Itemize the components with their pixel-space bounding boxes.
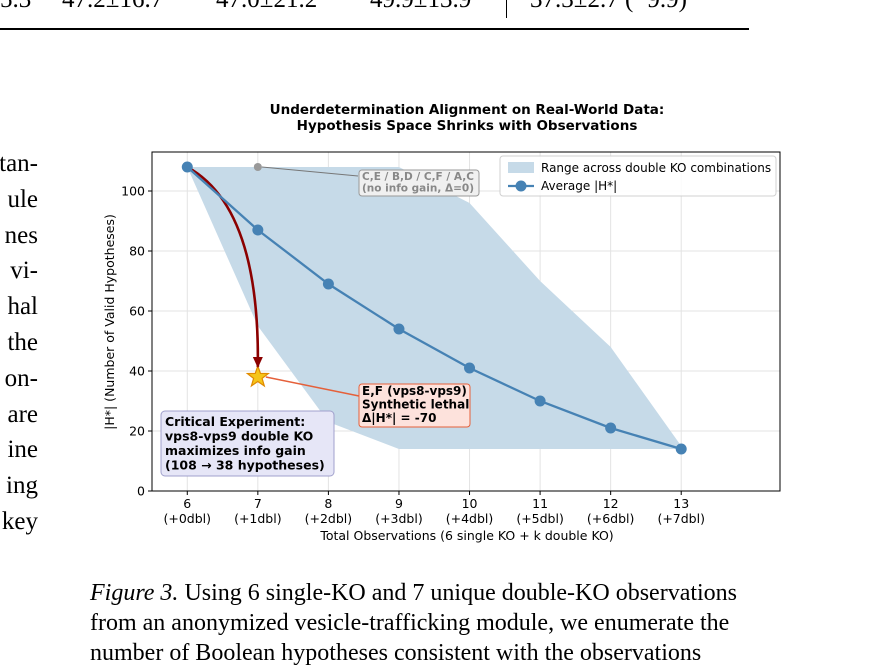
text-fragment: ine (7, 436, 38, 464)
table-divider (506, 0, 508, 18)
x-tick-label: 13 (673, 496, 689, 511)
data-point (534, 395, 546, 407)
no-gain-label-box (358, 169, 480, 197)
text-fragment: are (7, 400, 38, 428)
series-line (186, 166, 682, 451)
annotation-line: vps8-vps9 double KO (165, 429, 313, 444)
x-tick-label: 10 (462, 496, 478, 511)
lethal-pointer (265, 376, 360, 397)
y-tick-label: 20 (129, 424, 145, 439)
x-tick-sublabel: (+3dbl) (375, 511, 423, 526)
y-tick-label: 60 (129, 304, 145, 319)
text-fragment: the (7, 329, 38, 356)
x-tick-label: 6 (183, 496, 191, 511)
lethal-label: Synthetic lethal (362, 398, 469, 412)
x-tick-label: 9 (395, 496, 403, 511)
x-tick-label: 8 (324, 496, 332, 511)
legend-box (499, 155, 777, 197)
x-axis-ticks: 6(+0dbl) 7(+1dbl) 8(+2dbl) 9(+3dbl) 10(+4dbl… (164, 491, 705, 526)
legend-swatch-band (508, 162, 534, 173)
legend-label: Range across double KO combinations (541, 161, 771, 175)
y-tick-label: 80 (129, 244, 145, 259)
annotation-line: (108 → 38 hypotheses) (165, 458, 325, 473)
series-average (181, 161, 687, 455)
table-bottom-rule (0, 28, 749, 30)
data-point (393, 323, 405, 335)
data-point (464, 362, 476, 374)
data-point (181, 161, 193, 173)
x-tick-sublabel: (+2dbl) (305, 511, 353, 526)
legend-label: Average |H*| (541, 179, 617, 193)
table-cell: 49.9±13.9 (370, 0, 471, 14)
critical-experiment-annotation: Critical Experiment:vps8-vps9 double KOm… (160, 410, 335, 477)
y-axis-label: |H*| (Number of Valid Hypotheses) (102, 214, 117, 430)
x-tick-label: 12 (603, 496, 619, 511)
no-gain-pointer (261, 166, 359, 177)
star-marker (245, 364, 270, 388)
y-tick-label: 100 (121, 184, 145, 199)
legend-swatch-marker (515, 180, 527, 192)
y-tick-label: 0 (137, 484, 145, 499)
data-point (252, 224, 264, 236)
text-fragment: key (1, 508, 38, 535)
lethal-label-box (358, 383, 471, 428)
chart-title: Underdetermination Alignment on Real-Wor… (270, 102, 665, 118)
figure-caption: Figure 3. Using 6 single-KO and 7 unique… (90, 578, 790, 668)
lethal-label: Δ|H*| = -70 (362, 411, 436, 425)
x-tick-label: 11 (532, 496, 548, 511)
text-fragment: ing (6, 472, 38, 500)
annotation-line: maximizes info gain (165, 443, 306, 458)
arrow-head (252, 357, 263, 368)
data-point (605, 422, 617, 434)
text-fragment: vi- (10, 257, 38, 285)
caption-line: from an anonymized vesicle-trafficking m… (90, 610, 730, 636)
x-tick-sublabel: (+5dbl) (516, 511, 564, 526)
y-tick-label: 40 (129, 364, 145, 379)
x-tick-sublabel: (+0dbl) (164, 511, 212, 526)
text-fragment: on- (4, 364, 38, 392)
table-cell: 5.3 (0, 0, 31, 14)
table-cell: 47.0±21.2 (216, 0, 317, 14)
highlight-points: C,E / B,D / C,F / A,C(no info gain, Δ=0)… (245, 163, 480, 428)
lethal-label: E,F (vps8-vps9) (362, 384, 467, 398)
no-gain-label: (no info gain, Δ=0) (362, 183, 474, 195)
table-cell: 47.2±16.7 (62, 0, 163, 14)
x-tick-sublabel: (+6dbl) (587, 511, 635, 526)
text-fragment: tan- (0, 150, 38, 177)
no-gain-point (253, 163, 262, 171)
chart: Underdetermination Alignment on Real-Wor… (102, 102, 781, 543)
x-tick-sublabel: (+4dbl) (446, 511, 494, 526)
range-band (187, 167, 682, 449)
caption-line: number of Boolean hypotheses consistent … (90, 640, 702, 666)
table-cell: 37.3±2.7 (−9.9) (530, 0, 687, 14)
text-fragment: ule (7, 185, 38, 213)
legend: Range across double KO combinations Avera… (499, 155, 777, 197)
critical-arrow (186, 165, 260, 368)
no-gain-label: C,E / B,D / C,F / A,C (362, 171, 474, 183)
chart-subtitle: Hypothesis Space Shrinks with Observatio… (297, 118, 638, 134)
text-fragment: hal (7, 293, 38, 321)
text-fragment: nes (4, 221, 38, 249)
data-point (322, 278, 334, 290)
caption-text: Using 6 single-KO and 7 unique double-KO… (184, 580, 738, 606)
caption-label: Figure 3. (90, 580, 179, 606)
x-tick-label: 7 (254, 496, 262, 511)
x-tick-sublabel: (+1dbl) (234, 511, 282, 526)
x-axis-label: Total Observations (6 single KO + k doub… (319, 528, 613, 543)
caption-line: Figure 3. Using 6 single-KO and 7 unique… (90, 578, 790, 608)
y-axis-ticks: 0 20 40 60 80 100 (121, 184, 152, 499)
annotation-line: Critical Experiment: (165, 414, 305, 429)
annotation-box (160, 410, 335, 477)
data-point (675, 443, 687, 455)
plot-frame (151, 151, 781, 492)
x-tick-sublabel: (+7dbl) (657, 511, 705, 526)
